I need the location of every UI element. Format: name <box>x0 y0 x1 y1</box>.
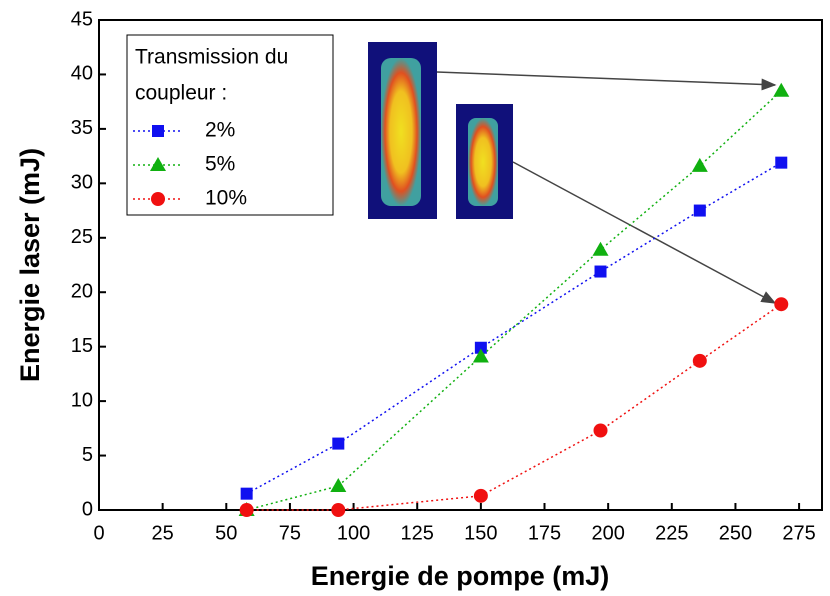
y-tick-label: 15 <box>71 335 93 357</box>
x-tick-label: 0 <box>93 522 104 544</box>
legend-title: coupleur : <box>135 82 227 105</box>
legend-label: 10% <box>205 187 247 210</box>
data-point <box>473 488 488 503</box>
arrow <box>512 161 777 304</box>
y-axis-title: Energie laser (mJ) <box>15 148 45 382</box>
data-point <box>773 82 790 97</box>
data-point <box>472 348 489 363</box>
x-tick-label: 225 <box>655 522 688 544</box>
data-point <box>332 437 345 450</box>
legend-label: 2% <box>205 119 235 142</box>
series-line <box>246 90 782 511</box>
x-tick-label: 150 <box>464 522 497 544</box>
y-tick-label: 30 <box>71 172 93 194</box>
data-point <box>774 297 789 312</box>
x-tick-label: 50 <box>215 522 237 544</box>
data-point <box>775 156 788 169</box>
data-point <box>593 423 608 438</box>
legend-marker <box>152 125 164 137</box>
y-tick-label: 40 <box>71 63 93 85</box>
data-point <box>474 341 487 354</box>
data-point <box>240 487 253 500</box>
y-tick-label: 0 <box>82 498 93 520</box>
data-point <box>239 503 254 517</box>
data-point <box>330 478 347 493</box>
legend-marker <box>150 157 166 171</box>
data-point <box>691 157 708 172</box>
y-tick-label: 10 <box>71 389 93 411</box>
x-tick-label: 250 <box>719 522 752 544</box>
data-point <box>331 503 346 517</box>
beam-profile <box>381 58 421 206</box>
y-tick-label: 35 <box>71 117 93 139</box>
y-tick-label: 45 <box>71 8 93 30</box>
legend-label: 5% <box>205 153 235 176</box>
x-tick-label: 125 <box>401 522 434 544</box>
y-tick-label: 25 <box>71 226 93 248</box>
y-tick-label: 5 <box>82 444 93 466</box>
beam-profile <box>468 118 498 206</box>
arrow <box>436 71 777 91</box>
plot-frame <box>98 19 823 511</box>
x-axis-title: Energie de pompe (mJ) <box>311 561 610 591</box>
x-tick-label: 175 <box>528 522 561 544</box>
x-tick-label: 25 <box>152 522 174 544</box>
legend-title: Transmission du <box>135 46 288 69</box>
legend-marker <box>151 192 165 206</box>
series-line <box>246 303 782 511</box>
data-point <box>594 265 607 278</box>
x-tick-label: 75 <box>279 522 301 544</box>
y-tick-label: 20 <box>71 281 93 303</box>
x-tick-label: 275 <box>782 522 815 544</box>
x-tick-label: 100 <box>337 522 370 544</box>
data-point <box>692 353 707 368</box>
data-point <box>592 241 609 256</box>
x-tick-label: 200 <box>591 522 624 544</box>
data-point <box>693 204 706 217</box>
series-line <box>246 161 782 495</box>
